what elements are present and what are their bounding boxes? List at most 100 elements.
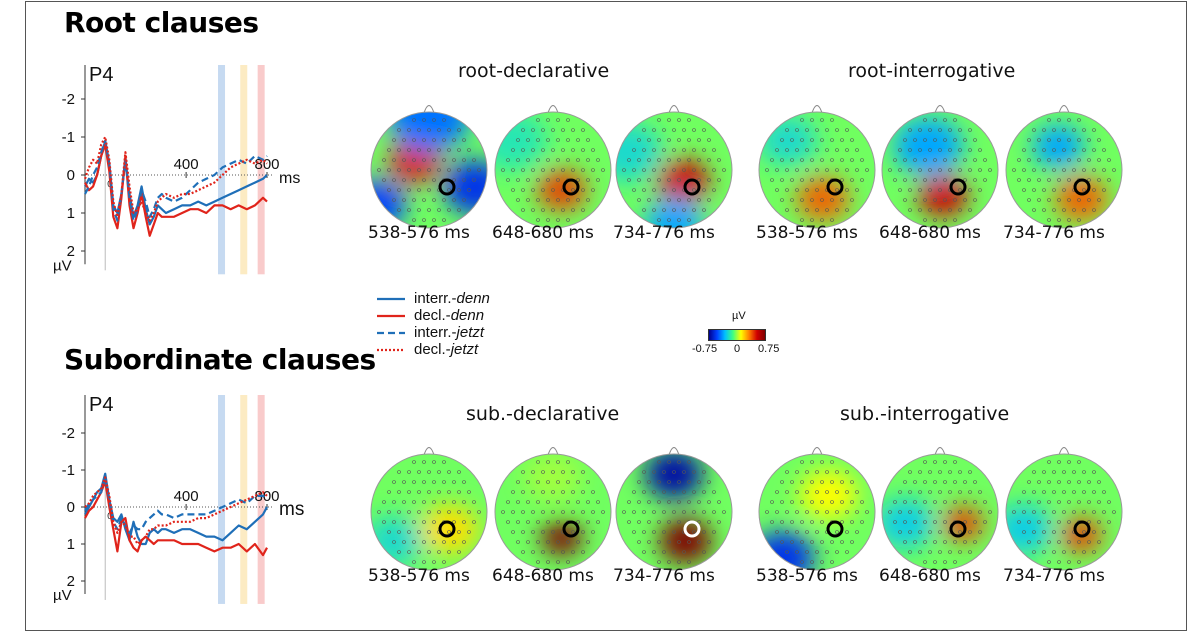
electrode [1092, 128, 1096, 132]
electrode [422, 198, 426, 202]
electrode [1057, 218, 1061, 222]
electrode [933, 500, 937, 504]
electrode [1107, 520, 1111, 524]
electrode [835, 128, 839, 132]
colorbar-max-label: 0.75 [758, 343, 780, 355]
electrode [1062, 530, 1066, 534]
electrode [963, 480, 967, 484]
electrode [642, 148, 646, 152]
electrode [457, 530, 461, 534]
electrode [850, 198, 854, 202]
electrode [1037, 540, 1041, 544]
electrode [933, 540, 937, 544]
electrode [1077, 138, 1081, 142]
electrode [437, 168, 441, 172]
electrode [983, 178, 987, 182]
electrode [687, 218, 691, 222]
electrode [682, 208, 686, 212]
electrode [566, 118, 570, 122]
electrode [923, 460, 927, 464]
electrode [1082, 490, 1086, 494]
topo-field [371, 112, 487, 228]
electrode [422, 560, 426, 564]
electrode [571, 510, 575, 514]
electrode [908, 148, 912, 152]
electrode [601, 510, 605, 514]
topo-field [882, 454, 998, 570]
electrode [452, 480, 456, 484]
electrode [586, 500, 590, 504]
electrode [432, 178, 436, 182]
electrode [790, 520, 794, 524]
electrode [815, 550, 819, 554]
legend-label: decl.- [414, 341, 451, 358]
electrode [591, 530, 595, 534]
electrode [820, 500, 824, 504]
electrode [442, 540, 446, 544]
electrode [521, 148, 525, 152]
electrode [541, 148, 545, 152]
topo-map [1005, 447, 1123, 571]
electrode [953, 540, 957, 544]
electrode [943, 138, 947, 142]
electrode [667, 520, 671, 524]
electrode [1087, 158, 1091, 162]
electrode [702, 470, 706, 474]
electrode [662, 490, 666, 494]
electrode [422, 158, 426, 162]
electrode [506, 178, 510, 182]
electrode [541, 168, 545, 172]
electrode [953, 198, 957, 202]
electrode [1062, 128, 1066, 132]
electrode [432, 138, 436, 142]
electrode [712, 490, 716, 494]
electrode [652, 148, 656, 152]
electrode [427, 530, 431, 534]
electrode [1057, 178, 1061, 182]
electrode [652, 168, 656, 172]
electrode [412, 178, 416, 182]
electrode [677, 198, 681, 202]
electrode [457, 208, 461, 212]
electrode [795, 490, 799, 494]
electrode [662, 550, 666, 554]
electrode [667, 118, 671, 122]
electrode [722, 168, 726, 172]
y-tick-label: -1 [62, 129, 75, 146]
electrode [712, 530, 716, 534]
electrode [1107, 158, 1111, 162]
electrode [785, 208, 789, 212]
electrode [918, 490, 922, 494]
electrode [662, 470, 666, 474]
electrode [1102, 188, 1106, 192]
electrode [1057, 560, 1061, 564]
electrode [1067, 480, 1071, 484]
electrode [526, 480, 530, 484]
electrode [667, 138, 671, 142]
legend-swatch [377, 314, 405, 317]
electrode [442, 500, 446, 504]
electrode [1097, 520, 1101, 524]
electrode [422, 480, 426, 484]
electrode [526, 138, 530, 142]
electrode [800, 198, 804, 202]
p4-marker [826, 520, 844, 538]
electrode [437, 550, 441, 554]
electrode [795, 128, 799, 132]
condition-title-sub-declarative: sub.-declarative [466, 403, 620, 425]
electrode [457, 550, 461, 554]
electrode [1012, 168, 1016, 172]
electrode [983, 500, 987, 504]
electrode [541, 530, 545, 534]
electrode [845, 530, 849, 534]
electrode [845, 208, 849, 212]
electrode [825, 510, 829, 514]
electrode [437, 128, 441, 132]
electrode [647, 198, 651, 202]
legend-label: interr.- [414, 324, 457, 341]
electrode [541, 188, 545, 192]
electrode [953, 138, 957, 142]
topo-blob [420, 504, 479, 555]
electrode [850, 178, 854, 182]
